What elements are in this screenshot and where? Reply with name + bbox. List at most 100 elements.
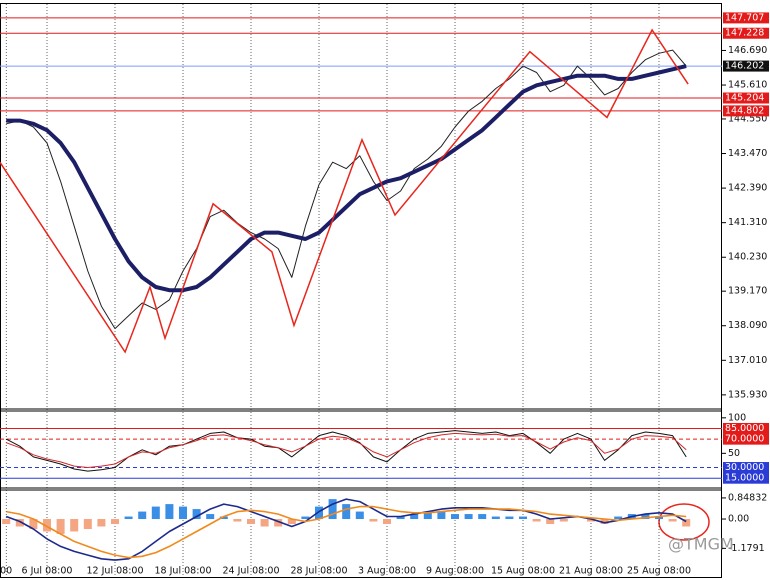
histogram-bar [124,516,133,520]
histogram-bar [192,509,201,520]
histogram-bar [328,499,337,520]
series-line [5,430,687,472]
histogram-bar [423,511,432,520]
histogram-bar [15,519,24,527]
histogram-bar [29,519,38,529]
x-tick-label: 6 Jul 08:00 [22,566,73,577]
histogram-bar [491,516,500,520]
histogram-bar [559,519,568,522]
level-label: 147.707 [725,12,764,23]
histogram-bar [83,519,92,529]
histogram-bar [396,516,405,520]
y-tick-label: 141.310 [728,217,767,228]
level-label: 15.0000 [725,473,764,484]
x-tick-label: 28 Jul 08:00 [291,566,348,577]
histogram-bar [410,514,419,520]
histogram-bar [274,519,283,527]
level-label: 30.0000 [725,462,764,473]
histogram-bar [179,506,187,520]
histogram-bar [315,506,323,520]
y-tick-label: 145.610 [728,80,767,91]
level-label-box [723,27,769,39]
y-tick-label: 137.010 [728,355,767,366]
histogram-bar [301,516,310,520]
y-tick-label: 139.170 [728,286,767,297]
histogram-bar [70,519,79,532]
x-tick-label: 3 Aug 08:00 [358,566,416,577]
series-line [6,64,687,293]
histogram-bar [478,514,487,520]
y-tick-label: 0.00 [728,514,749,525]
level-label-box [723,462,769,474]
watermark: @TMGM [668,535,734,554]
histogram-bar [206,514,215,520]
histogram-bar [383,519,391,525]
series-line [6,432,687,468]
y-tick-label: -1.1791 [728,543,765,554]
histogram-bar [2,519,11,525]
y-tick-label: 142.390 [728,183,767,194]
level-label: 146.202 [725,61,764,72]
frame [0,3,722,578]
histogram-bar [355,511,364,520]
histogram-bar [451,514,459,520]
level-label: 147.228 [725,28,764,39]
x-tick-label: 00 [0,566,12,577]
histogram-bar [342,504,351,520]
y-tick-label: 146.690 [728,45,767,56]
level-label: 85.0000 [725,423,764,434]
y-tick-label: 138.090 [728,320,767,331]
histogram-bar [614,516,623,520]
level-label-box [723,92,769,104]
x-tick-label: 21 Aug 08:00 [559,566,623,577]
histogram-bar [111,519,119,525]
histogram-bar [97,519,106,527]
y-tick-label: 140.230 [728,252,767,263]
y-tick-label: 50 [728,448,740,459]
zigzag-line [0,28,689,354]
histogram-bar [151,506,160,520]
histogram-bar [464,514,473,520]
histogram-bar [43,519,51,532]
histogram-bar [219,516,228,520]
level-label: 144.802 [725,105,764,116]
y-tick-label: 100 [728,412,746,423]
y-tick-label: 135.930 [728,389,767,400]
x-tick-label: 25 Aug 08:00 [627,566,691,577]
histogram-bar [369,519,378,522]
x-tick-label: 12 Jul 08:00 [87,566,144,577]
y-tick-label: 144.550 [728,113,767,124]
histogram-bar [165,504,174,520]
level-label-box [723,422,769,434]
level-label-box [723,60,769,72]
histogram-bar [655,516,663,520]
series-line [6,505,687,559]
histogram-bar [437,511,446,520]
level-label: 70.0000 [725,434,764,445]
histogram-bar [641,514,650,520]
level-label: 145.204 [725,93,764,104]
level-label-box [723,105,769,117]
level-label-box [723,12,769,24]
histogram-bar [138,511,147,520]
histogram-bar [532,519,541,522]
series-line [5,498,687,561]
histogram-bar [505,516,514,520]
histogram-bar [600,519,609,525]
y-tick-label: 143.470 [728,148,767,159]
level-label-box [723,472,769,484]
x-tick-label: 18 Jul 08:00 [155,566,212,577]
x-tick-label: 9 Aug 08:00 [426,566,484,577]
highlight-circle [658,503,710,541]
histogram-bar [247,519,255,525]
x-tick-label: 24 Jul 08:00 [223,566,280,577]
histogram-bar [546,519,555,525]
histogram-bar [587,519,595,522]
histogram-bar [682,519,691,527]
histogram-bar [260,519,269,527]
histogram-bar [519,516,527,520]
histogram-bar [233,519,242,522]
histogram-bar [668,519,677,522]
